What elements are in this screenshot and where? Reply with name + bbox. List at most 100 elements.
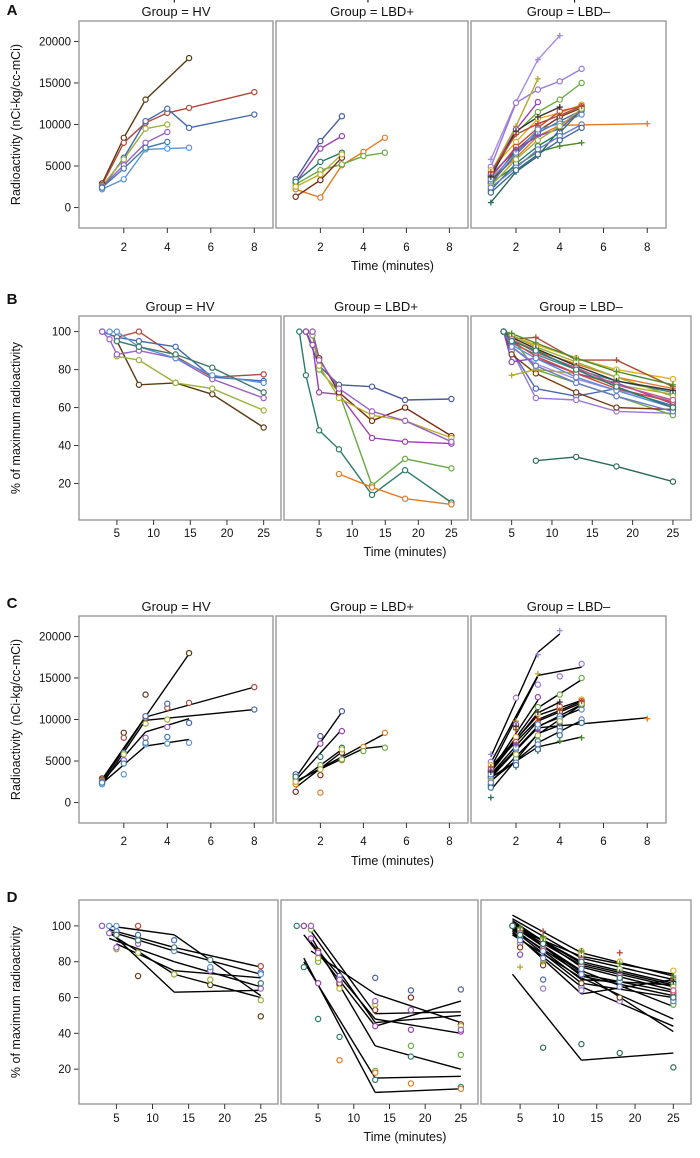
data-point [532, 347, 540, 354]
x-tick-label: 8 [644, 242, 650, 254]
data-point [540, 933, 547, 940]
data-point [338, 756, 346, 763]
facet-title: Group = LBD+ [330, 599, 414, 614]
fit-line [310, 950, 376, 995]
x-tick-label: 4 [557, 242, 564, 254]
fit-line [581, 952, 674, 977]
data-point [534, 126, 542, 133]
fit-line [174, 969, 261, 979]
data-point [556, 673, 563, 680]
data-point [670, 978, 677, 985]
data-point [448, 465, 455, 472]
x-tick-label: 8 [251, 836, 257, 848]
fit-line [581, 977, 674, 1020]
data-point [534, 746, 542, 753]
series-line [101, 57, 190, 184]
data-point [578, 65, 585, 73]
data-point [534, 137, 542, 144]
data-point [315, 427, 323, 434]
data-point [556, 78, 563, 85]
data-point [335, 385, 343, 392]
data-point [296, 328, 303, 335]
y-tick-label: 10000 [39, 120, 71, 132]
data-point [401, 438, 409, 445]
x-tick-label: 2 [317, 242, 323, 254]
data-point [338, 112, 346, 120]
data-point [257, 1013, 264, 1020]
data-point [534, 693, 542, 701]
y-tick-label: 0 [65, 203, 71, 215]
data-point [539, 947, 547, 955]
data-point [257, 997, 264, 1004]
x-tick-label: 20 [629, 1113, 642, 1125]
fit-line [174, 989, 261, 993]
data-point [539, 940, 547, 948]
y-axis-label: Radioactivity (nCi-kg/cc-mCi) [9, 639, 23, 800]
data-point [314, 980, 322, 987]
data-point [534, 651, 541, 658]
data-point [539, 985, 547, 992]
x-tick-label: 15 [590, 1113, 603, 1125]
data-point [113, 337, 121, 345]
x-tick-label: 10 [552, 1113, 565, 1125]
data-point [578, 139, 585, 146]
data-point [317, 145, 324, 152]
data-point [516, 951, 524, 958]
series-line [535, 456, 674, 483]
data-point [407, 1053, 415, 1060]
x-tick-label: 8 [251, 242, 257, 254]
y-tick-label: 40 [58, 1028, 71, 1040]
facet-frame [280, 899, 479, 1105]
series-line [490, 35, 561, 160]
data-point [257, 962, 264, 970]
facet-frame [470, 315, 692, 521]
data-point [578, 987, 585, 994]
data-point [539, 976, 547, 983]
data-point [508, 351, 515, 358]
data-point [539, 1044, 547, 1051]
facet-title: Group = LBD+ [334, 299, 418, 314]
data-point [457, 1051, 465, 1059]
fit-line [145, 686, 255, 718]
data-point [251, 88, 258, 96]
data-point [142, 739, 149, 746]
data-point [407, 1026, 415, 1033]
data-point [556, 699, 563, 706]
data-point [314, 949, 322, 956]
data-point [487, 751, 494, 758]
data-point [407, 1006, 415, 1014]
data-point [142, 125, 149, 132]
data-point [616, 983, 623, 990]
data-point [616, 949, 623, 956]
data-point [260, 394, 267, 402]
data-point [669, 396, 677, 404]
data-point [613, 383, 620, 390]
data-point [338, 151, 346, 158]
facet-1: Group = HV 2 4 6 8 [78, 4, 274, 254]
fit-line [512, 919, 582, 968]
data-point [338, 132, 346, 140]
data-point [670, 967, 677, 974]
facet-frame [283, 315, 469, 521]
fit-line [511, 973, 582, 1061]
series-line [305, 331, 452, 445]
data-point [556, 691, 563, 698]
x-axis-label: Time (minutes) [351, 854, 434, 868]
x-tick-label: 5 [113, 1113, 119, 1125]
series-line [305, 331, 452, 401]
x-tick-label: 10 [346, 528, 359, 540]
series-line [311, 331, 452, 439]
data-point [164, 145, 171, 152]
data-point [578, 660, 585, 668]
x-tick-label: 25 [445, 528, 458, 540]
data-point [487, 763, 494, 770]
data-point [534, 703, 542, 711]
data-point [401, 396, 409, 404]
data-point [516, 937, 524, 944]
data-point [185, 104, 193, 112]
data-point [512, 156, 520, 163]
data-point [368, 434, 376, 442]
data-point [534, 108, 542, 116]
data-point [338, 707, 346, 715]
